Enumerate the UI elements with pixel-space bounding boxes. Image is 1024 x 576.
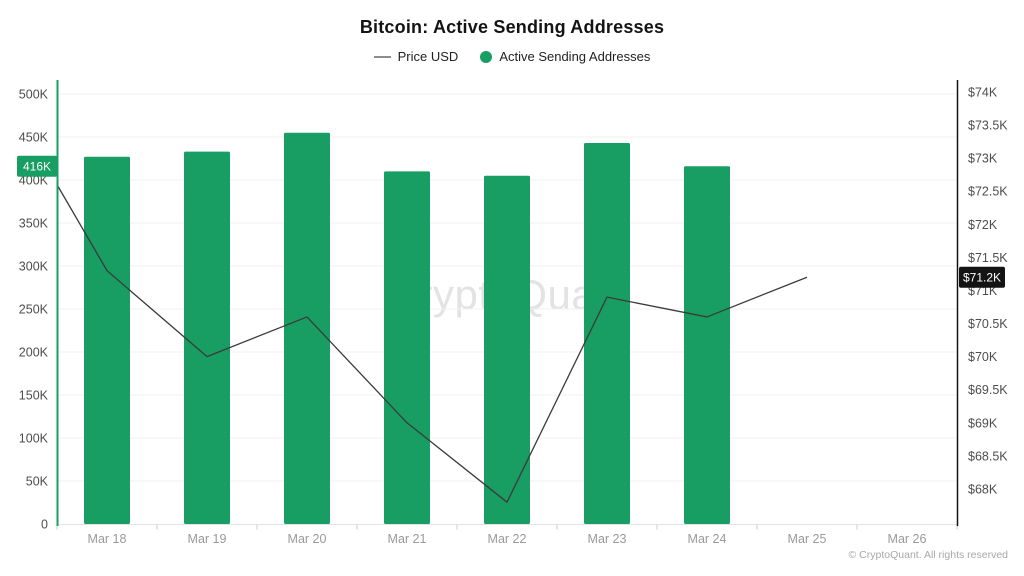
left-axis-tick-label: 50K xyxy=(26,475,49,489)
legend-item-price-usd[interactable]: Price USD xyxy=(373,49,459,64)
left-axis-tick-label: 400K xyxy=(19,174,49,188)
x-axis-label: Mar 26 xyxy=(888,532,927,546)
bar-mar-19[interactable] xyxy=(184,151,230,524)
left-axis-tick-label: 450K xyxy=(19,131,49,145)
bar-mar-22[interactable] xyxy=(484,175,530,524)
copyright-notice: © CryptoQuant. All rights reserved xyxy=(848,549,1008,561)
right-axis-tick-label: $68.5K xyxy=(968,449,1008,463)
bar-mar-20[interactable] xyxy=(284,132,330,524)
bar-mar-18[interactable] xyxy=(84,156,130,524)
right-axis-tick-label: $69.5K xyxy=(968,383,1008,397)
legend-label-price-usd: Price USD xyxy=(397,49,459,64)
left-axis-tick-label: 350K xyxy=(19,217,49,231)
right-axis-tick-label: $70K xyxy=(968,350,998,364)
left-axis-tick-label: 0 xyxy=(41,518,48,532)
x-axis-label: Mar 18 xyxy=(88,532,127,546)
current-bar-value-badge xyxy=(17,155,57,177)
price-line xyxy=(56,184,808,503)
left-axis-tick-label: 250K xyxy=(19,303,49,317)
current-bar-value-badge-label: 416K xyxy=(23,160,51,174)
current-price-badge-label: $71.2K xyxy=(963,271,1001,285)
right-axis-tick-label: $68K xyxy=(968,482,998,496)
line-series-icon xyxy=(373,55,391,58)
x-axis-label: Mar 20 xyxy=(288,532,327,546)
left-axis-tick-label: 300K xyxy=(19,260,49,274)
x-axis-label: Mar 24 xyxy=(688,532,727,546)
x-axis-label: Mar 25 xyxy=(788,532,827,546)
x-axis-label: Mar 21 xyxy=(388,532,427,546)
legend-label-active-sending-addresses: Active Sending Addresses xyxy=(499,49,651,64)
left-axis-tick-label: 150K xyxy=(19,389,49,403)
bar-mar-23[interactable] xyxy=(584,143,630,524)
right-axis-tick-label: $70.5K xyxy=(968,317,1008,331)
bar-series-icon xyxy=(480,50,493,63)
left-axis-tick-label: 100K xyxy=(19,432,49,446)
bar-mar-21[interactable] xyxy=(384,171,430,524)
bar-mar-24[interactable] xyxy=(684,166,730,525)
current-price-badge xyxy=(959,266,1005,288)
left-axis-tick-label: 500K xyxy=(19,88,49,102)
right-axis-tick-label: $73.5K xyxy=(968,119,1008,133)
right-axis-tick-label: $72K xyxy=(968,218,998,232)
right-axis-tick-label: $73K xyxy=(968,152,998,166)
legend: Price USD Active Sending Addresses xyxy=(0,49,1024,64)
left-axis-tick-label: 200K xyxy=(19,346,49,360)
x-axis-label: Mar 22 xyxy=(488,532,527,546)
legend-item-active-sending-addresses[interactable]: Active Sending Addresses xyxy=(480,49,650,64)
right-axis-tick-label: $71.5K xyxy=(968,251,1008,265)
right-axis-tick-label: $72.5K xyxy=(968,185,1008,199)
x-axis-label: Mar 19 xyxy=(188,532,227,546)
right-axis-tick-label: $74K xyxy=(968,86,998,100)
chart-title: Bitcoin: Active Sending Addresses xyxy=(359,17,665,37)
x-axis-label: Mar 23 xyxy=(588,532,627,546)
right-axis-tick-label: $69K xyxy=(968,416,998,430)
